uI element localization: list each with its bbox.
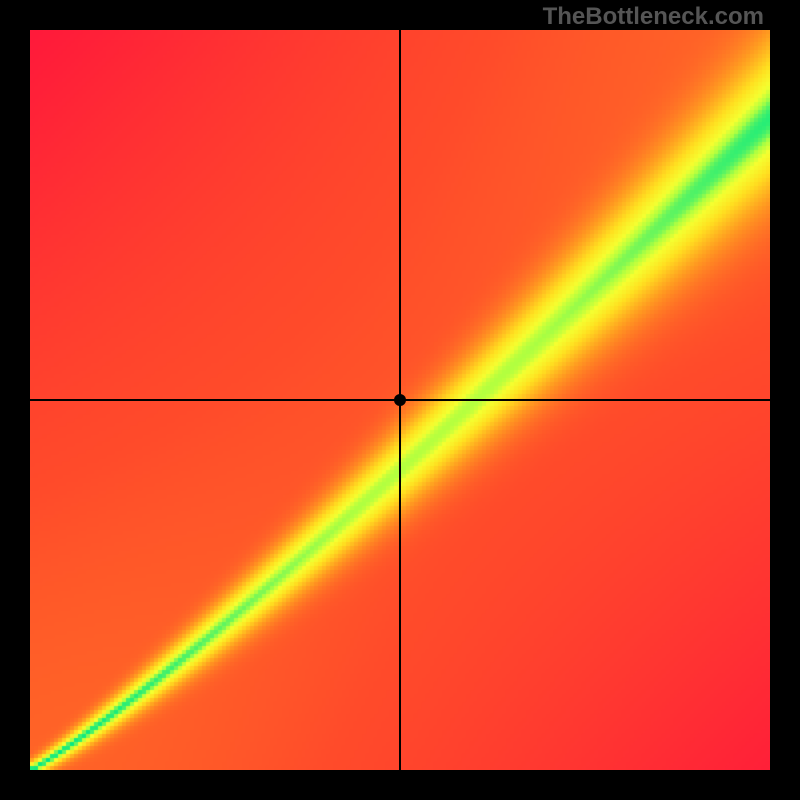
watermark-text: TheBottleneck.com — [543, 3, 764, 31]
crosshair-marker — [394, 394, 406, 406]
